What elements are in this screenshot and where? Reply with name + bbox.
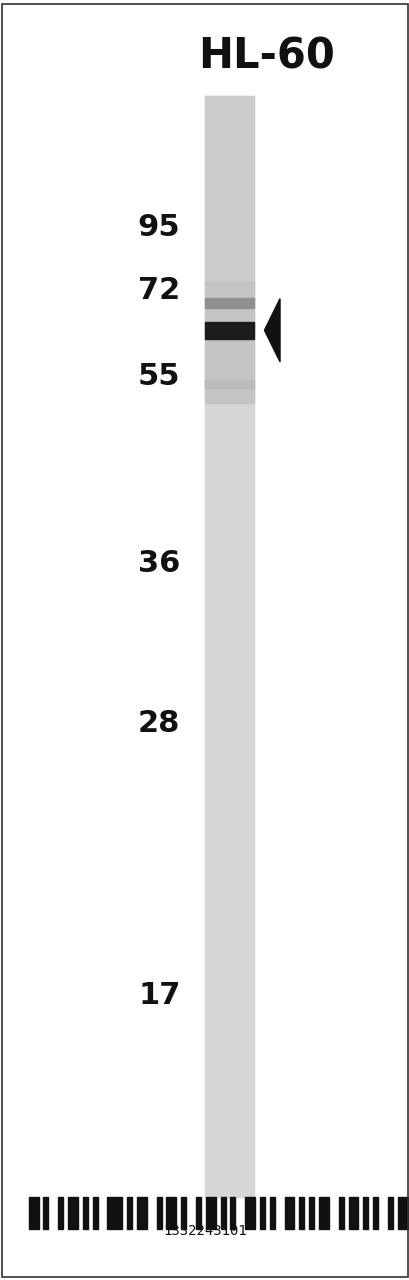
Text: 1332243101: 1332243101 (163, 1224, 246, 1238)
Bar (29, 1197, 38, 1229)
Bar (397, 1197, 407, 1229)
Polygon shape (264, 298, 279, 362)
Bar (299, 1197, 303, 1229)
Bar (284, 1197, 294, 1229)
Text: 72: 72 (138, 276, 180, 305)
Bar (259, 1197, 264, 1229)
Bar (204, 96, 254, 1197)
Bar (137, 1197, 146, 1229)
Bar (372, 1197, 377, 1229)
Bar (92, 1197, 97, 1229)
Bar (156, 1197, 161, 1229)
Text: 36: 36 (138, 549, 180, 577)
Bar (362, 1197, 367, 1229)
Bar (205, 1197, 215, 1229)
Bar (127, 1197, 132, 1229)
Bar (204, 321, 254, 338)
Bar (318, 1197, 328, 1229)
Bar (204, 379, 254, 389)
Text: 17: 17 (138, 982, 180, 1010)
Bar (230, 1197, 235, 1229)
Bar (387, 1197, 392, 1229)
Text: 95: 95 (137, 214, 180, 242)
Bar (68, 1197, 78, 1229)
Bar (338, 1197, 343, 1229)
Bar (204, 298, 254, 308)
Text: 28: 28 (138, 709, 180, 737)
Bar (196, 1197, 200, 1229)
Bar (220, 1197, 225, 1229)
Bar (348, 1197, 357, 1229)
Text: 55: 55 (137, 362, 180, 390)
Bar (181, 1197, 186, 1229)
Bar (204, 282, 254, 403)
Bar (308, 1197, 313, 1229)
Text: HL-60: HL-60 (198, 36, 334, 78)
Bar (107, 1197, 122, 1229)
Bar (43, 1197, 48, 1229)
Bar (58, 1197, 63, 1229)
Bar (269, 1197, 274, 1229)
Bar (245, 1197, 254, 1229)
Bar (166, 1197, 176, 1229)
Bar (204, 96, 254, 282)
Bar (83, 1197, 88, 1229)
